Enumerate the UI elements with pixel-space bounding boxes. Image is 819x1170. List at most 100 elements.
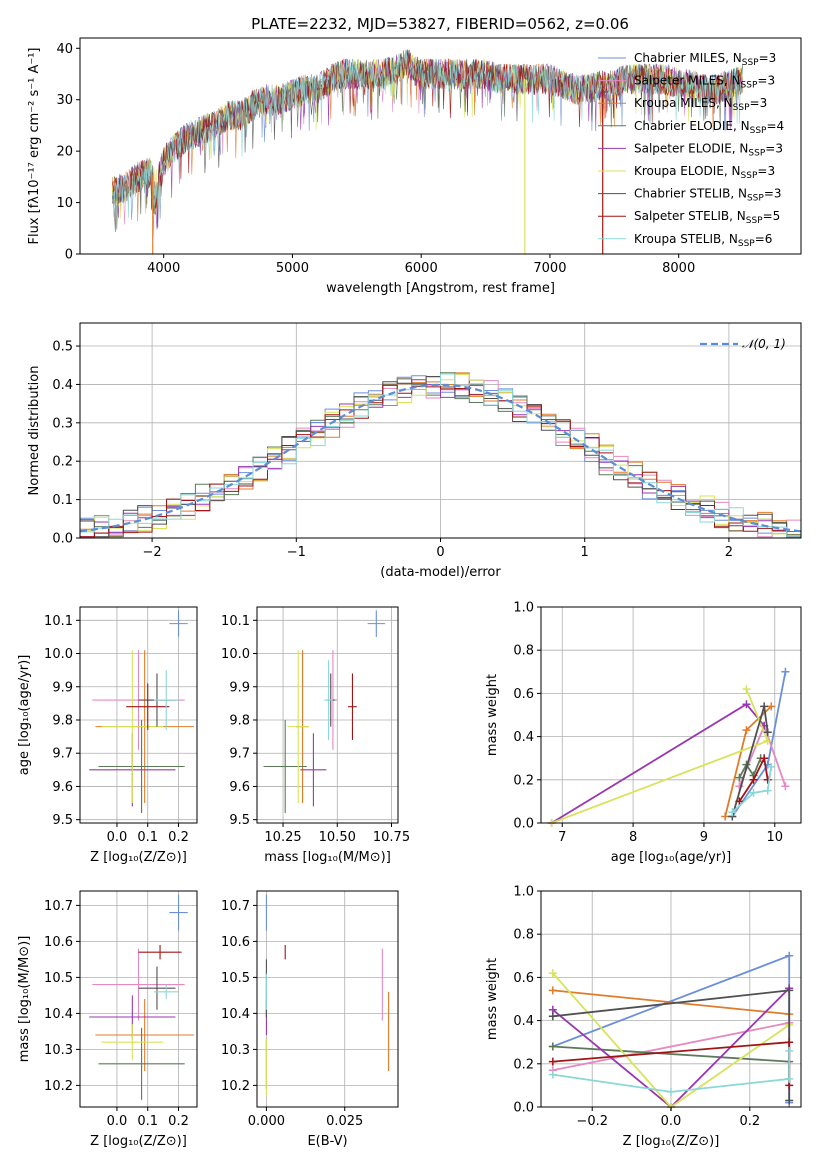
legend-entry-subscript: SSP — [733, 103, 750, 113]
grid — [257, 891, 398, 1107]
spectrum-line — [111, 50, 743, 232]
legend-entry: Kroupa MILES, NSSP=3 — [634, 96, 767, 113]
y-tick-label: 9.6 — [52, 780, 73, 795]
weight-marker — [749, 775, 758, 784]
legend-entry-count: =3 — [750, 96, 768, 110]
legend-entry-subscript: SSP — [741, 81, 758, 91]
weight-line — [731, 766, 773, 813]
y-tick-label: 1.0 — [513, 601, 534, 616]
legend-entry-subscript: SSP — [746, 216, 763, 226]
weight-marker — [728, 808, 737, 817]
x-tick-label: 8 — [629, 830, 637, 845]
x-tick-label: 0.025 — [326, 1114, 363, 1129]
y-axis-label: Flux [fλ10⁻¹⁷ erg cm⁻² s⁻¹ A⁻¹] — [27, 48, 42, 245]
y-tick-label: 9.8 — [52, 713, 73, 728]
legend-entry-subscript: SSP — [748, 148, 765, 158]
mass-weight-vs-metallicity-panel: −0.2 0.0 0.2 0.0 0.2 0.4 0.6 0.8 1.0 Z [log₁₀(Z/Z… — [485, 885, 802, 1149]
y-tick-label: 0.8 — [513, 928, 534, 943]
legend-entry: Salpeter STELIB, NSSP=5 — [634, 209, 780, 226]
y-tick-label: 10.0 — [221, 647, 250, 662]
y-tick-label: 10.7 — [221, 899, 250, 914]
y-axis-label: Normed distribution — [27, 366, 42, 496]
grid — [257, 607, 398, 823]
weight-marker — [742, 685, 751, 694]
x-tick-label: 0.2 — [168, 830, 189, 845]
weight-marker — [760, 702, 769, 711]
y-tick-label: 10.5 — [221, 971, 250, 986]
y-tick-label: 10.2 — [221, 1079, 250, 1094]
x-tick-label: 0.0 — [107, 1114, 128, 1129]
y-tick-label: 0.2 — [513, 1057, 534, 1072]
x-axis-label: mass [log₁₀(M/M⊙)] — [264, 850, 391, 865]
x-tick-label: 7 — [558, 830, 566, 845]
weight-marker — [548, 986, 557, 995]
legend-entry-count: =3 — [764, 187, 782, 201]
y-tick-label: 0.2 — [513, 773, 534, 788]
legend-entry-count: =5 — [763, 209, 781, 223]
weight-marker — [763, 736, 772, 745]
legend-entry-name: Kroupa STELIB, N — [634, 232, 738, 246]
weight-line — [552, 1021, 790, 1072]
y-tick-label: 10.3 — [44, 1043, 73, 1058]
x-tick-label: −0.2 — [576, 1114, 608, 1129]
weight-marker — [763, 775, 772, 784]
histogram-step — [80, 373, 801, 538]
legend-entry-count: =4 — [766, 119, 784, 133]
age-vs-metallicity-panel: 0.0 0.1 0.2 9.5 9.6 9.7 9.8 9.9 10.0 10.1 Z [log₁₀… — [17, 606, 198, 865]
y-tick-label: 9.9 — [52, 680, 73, 695]
mass-vs-ebv-panel: 0.000 0.025 10.2 10.3 10.4 10.5 10.6 10.7 E(B-V) — [221, 890, 399, 1149]
x-axis-label: Z [log₁₀(Z/Z⊙)] — [623, 1134, 720, 1149]
y-tick-label: 10.4 — [221, 1007, 250, 1022]
legend-entry-name: Kroupa ELODIE, N — [634, 164, 741, 178]
y-tick-label: 10.2 — [44, 1079, 73, 1094]
x-tick-label: 0.1 — [137, 830, 158, 845]
legend-entry: Kroupa ELODIE, NSSP=3 — [634, 164, 775, 181]
plot-frame — [256, 890, 399, 1108]
normal-curve — [79, 383, 802, 533]
weight-line — [738, 757, 762, 779]
x-axis-label: E(B-V) — [307, 1134, 347, 1149]
weight-marker — [721, 812, 730, 821]
y-axis-label: mass [log₁₀(M/M⊙)] — [17, 936, 32, 1063]
plot-frame — [540, 606, 802, 824]
y-tick-label: 0.4 — [513, 730, 534, 745]
y-tick-label: 40 — [56, 42, 73, 57]
y-tick-label: 10.4 — [44, 1007, 73, 1022]
legend-entry-name: Chabrier ELODIE, N — [634, 119, 750, 133]
y-tick-label: 0 — [65, 248, 73, 263]
x-axis-label: (data-model)/error — [380, 565, 501, 580]
x-tick-label: 10 — [767, 830, 784, 845]
x-tick-label: 7000 — [533, 261, 566, 276]
weight-marker — [749, 788, 758, 797]
grid — [541, 890, 801, 1108]
weight-marker — [785, 1074, 794, 1083]
x-tick-label: 8000 — [662, 261, 695, 276]
weight-marker — [781, 667, 790, 676]
x-axis-label: age [log₁₀(age/yr)] — [611, 850, 732, 865]
spectrum-title: PLATE=2232, MJD=53827, FIBERID=0562, z=0… — [251, 15, 629, 33]
weight-line — [552, 989, 790, 1015]
y-tick-label: 0.3 — [52, 416, 73, 431]
weight-marker — [548, 1042, 557, 1051]
y-tick-label: 10.3 — [221, 1043, 250, 1058]
x-tick-label: 0.0 — [107, 830, 128, 845]
weight-marker — [548, 1057, 557, 1066]
y-tick-label: 9.9 — [229, 680, 250, 695]
x-tick-label: 0 — [436, 545, 444, 560]
legend-entry-subscript: SSP — [738, 239, 755, 249]
legend-entry-name: Kroupa MILES, N — [634, 96, 733, 110]
legend-entry: Chabrier ELODIE, NSSP=4 — [634, 119, 784, 136]
y-tick-label: 0.2 — [52, 455, 73, 470]
y-tick-label: 0.4 — [52, 378, 73, 393]
y-tick-label: 0.6 — [513, 687, 534, 702]
legend-entry-subscript: SSP — [741, 171, 758, 181]
plot-frame — [79, 606, 198, 824]
legend-entry-count: =3 — [757, 74, 775, 88]
weight-line — [738, 755, 769, 802]
x-tick-label: 0.1 — [137, 1114, 158, 1129]
legend-entry-subscript: SSP — [747, 194, 764, 204]
normal-legend-label: 𝒩(0, 1) — [742, 337, 786, 351]
histogram-step — [80, 379, 801, 538]
weight-marker — [785, 1038, 794, 1047]
